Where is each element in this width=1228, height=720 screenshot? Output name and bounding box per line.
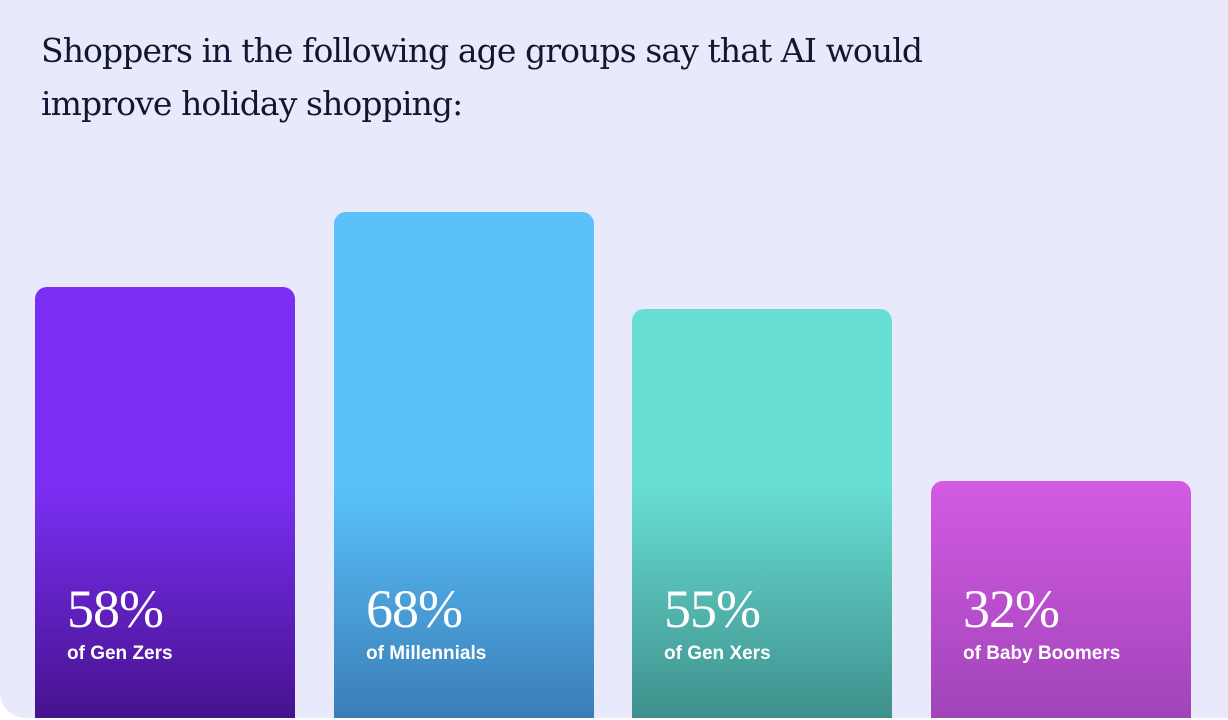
bar-category-label: of Gen Zers bbox=[67, 643, 173, 664]
bar-category-label: of Gen Xers bbox=[664, 643, 771, 664]
bar-value-label: 32% bbox=[963, 579, 1060, 639]
bar-baby-boomers: 32% of Baby Boomers bbox=[931, 481, 1191, 718]
chart-title: Shoppers in the following age groups say… bbox=[41, 31, 923, 123]
bar-value-label: 58% bbox=[67, 579, 164, 639]
bar-category-label: of Millennials bbox=[366, 643, 487, 664]
bar-category-label: of Baby Boomers bbox=[963, 643, 1121, 664]
bar-value-label: 55% bbox=[664, 579, 761, 639]
bar-millennials: 68% of Millennials bbox=[334, 212, 594, 718]
bar-value-label: 68% bbox=[366, 579, 463, 639]
bar-gen-xers: 55% of Gen Xers bbox=[632, 309, 892, 718]
bar-gen-zers: 58% of Gen Zers bbox=[35, 287, 295, 718]
